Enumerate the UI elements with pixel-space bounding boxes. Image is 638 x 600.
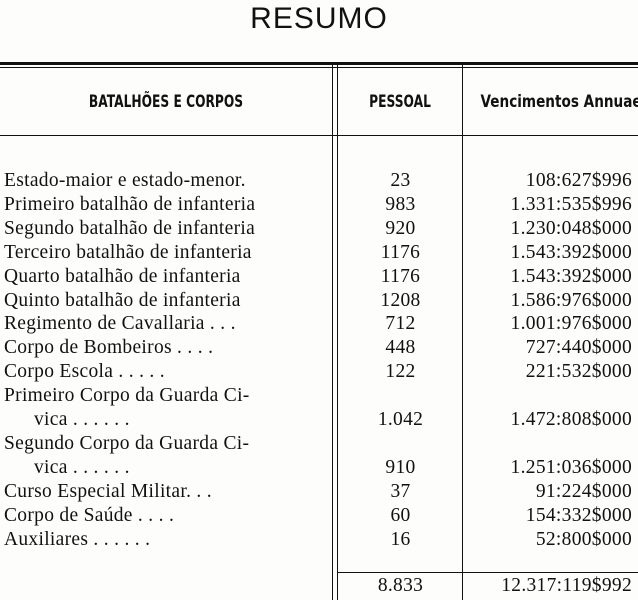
pessoal-value: 1208	[380, 289, 421, 311]
vencimentos-value: 1.543:392$000	[510, 241, 632, 263]
row-label: Corpo de Bombeiros . . . .	[4, 337, 214, 359]
vencimentos-value: 1.230:048$000	[510, 217, 632, 239]
vencimentos-value: 1.251:036$000	[510, 456, 632, 478]
total-pessoal: 8.833	[377, 575, 424, 596]
pessoal-value: 1.042	[377, 409, 424, 430]
row-label: Curso Especial Militar. . .	[4, 480, 212, 502]
vencimentos-value: 1.472:808$000	[510, 409, 632, 430]
column-header: Vencimentos Annuaes	[480, 92, 638, 112]
total-rule	[338, 572, 638, 573]
row-label: vica . . . . . .	[34, 456, 130, 478]
row-label: Quarto batalhão de infanteria	[4, 265, 241, 287]
vencimentos-value: 52:800$000	[535, 528, 632, 550]
pessoal-value: 37	[390, 480, 411, 502]
row-label: Estado-maior e estado-menor.	[4, 170, 246, 191]
row-label: Primeiro batalhão de infanteria	[4, 193, 256, 215]
pessoal-value: 16	[390, 528, 411, 550]
row-label: vica . . . . . .	[34, 409, 130, 430]
column-header: PESSOAL	[369, 92, 431, 112]
pessoal-value: 60	[390, 504, 411, 526]
row-label: Corpo de Saúde . . . .	[4, 504, 175, 526]
vencimentos-value: 1.001:976$000	[510, 313, 632, 335]
vencimentos-value: 1.543:392$000	[510, 265, 632, 287]
vencimentos-value: 727:440$000	[525, 337, 632, 359]
row-label: Corpo Escola . . . . .	[4, 361, 165, 383]
column-rule	[332, 62, 333, 600]
pessoal-value: 712	[385, 313, 416, 335]
pessoal-value: 122	[385, 361, 416, 383]
column-header: BATALHÕES E CORPOS	[88, 92, 244, 112]
row-label: Primeiro Corpo da Guarda Ci-	[4, 385, 250, 407]
row-label: Quinto batalhão de infanteria	[4, 289, 241, 311]
top-rule	[0, 62, 638, 65]
pessoal-value: 983	[385, 193, 416, 215]
pessoal-value: 23	[390, 170, 411, 191]
column-rule	[462, 62, 463, 600]
vencimentos-value: 108:627$996	[525, 170, 632, 191]
vencimentos-value: 1.331:535$996	[510, 193, 632, 215]
row-label: Regimento de Cavallaria . . .	[4, 313, 236, 335]
header-rule	[0, 135, 638, 136]
pessoal-value: 1176	[380, 241, 421, 263]
title: RESUMO	[250, 2, 388, 35]
top-rule-thin	[0, 67, 638, 68]
total-vencimentos: 12.317:119$992	[501, 575, 632, 596]
vencimentos-value: 221:532$000	[525, 361, 632, 383]
vencimentos-value: 154:332$000	[525, 504, 632, 526]
row-label: Segundo batalhão de infanteria	[4, 217, 256, 239]
vencimentos-value: 91:224$000	[535, 480, 632, 502]
pessoal-value: 448	[385, 337, 416, 359]
row-label: Auxiliares . . . . . .	[4, 528, 151, 550]
column-rule	[337, 62, 338, 600]
pessoal-value: 920	[385, 217, 416, 239]
row-label: Segundo Corpo da Guarda Ci-	[4, 432, 250, 454]
pessoal-value: 1176	[380, 265, 421, 287]
row-label: Terceiro batalhão de infanteria	[4, 241, 252, 263]
vencimentos-value: 1.586:976$000	[510, 289, 632, 311]
pessoal-value: 910	[385, 456, 416, 478]
